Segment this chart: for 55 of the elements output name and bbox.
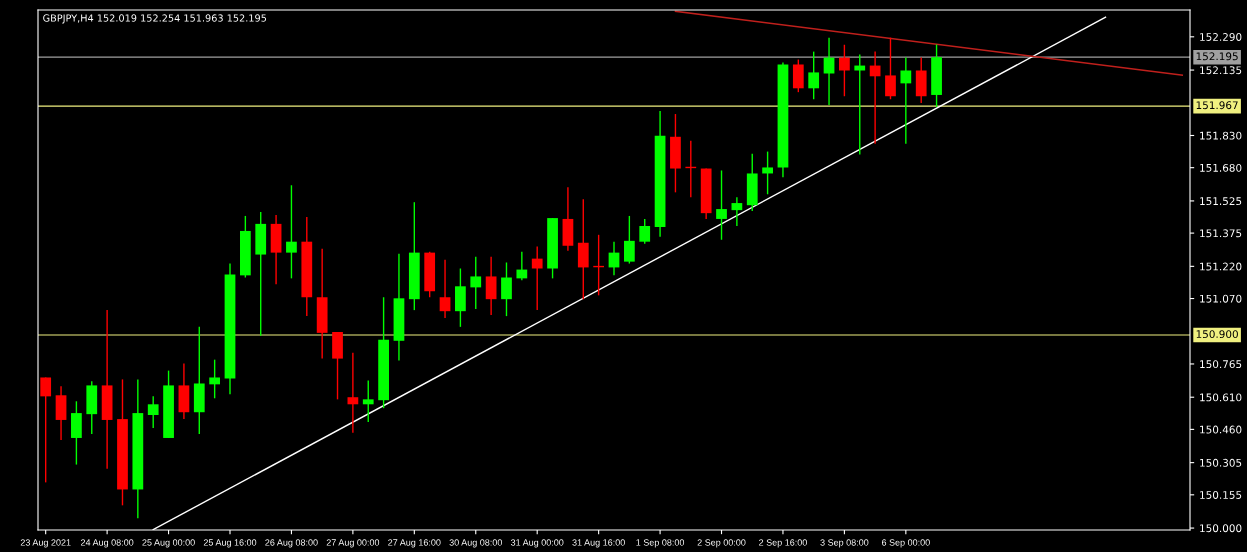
y-tick-label: 150.765 [1200, 360, 1242, 369]
x-tick-label: 23 Aug 2021 [20, 539, 71, 548]
ref-line-label: 150.900 [1196, 330, 1238, 339]
x-tick-label: 24 Aug 08:00 [80, 539, 134, 548]
candlestick [362, 379, 374, 423]
y-tick-label: 150.305 [1200, 458, 1242, 467]
x-tick-label: 25 Aug 00:00 [142, 539, 195, 548]
candlestick [147, 395, 159, 429]
ref-line-label: 151.967 [1196, 101, 1238, 110]
x-tick-label: 2 Sep 16:00 [759, 539, 807, 548]
candlestick [439, 259, 451, 319]
x-tick-label: 30 Aug 08:00 [449, 539, 503, 548]
x-tick-label: 25 Aug 16:00 [203, 539, 257, 548]
candlestick [470, 256, 482, 310]
candlestick [516, 251, 528, 281]
y-tick-label: 150.000 [1200, 524, 1242, 533]
y-tick-label: 152.290 [1200, 33, 1242, 41]
x-tick-label: 6 Sep 00:00 [881, 539, 930, 548]
x-tick-label: 1 Sep 08:00 [636, 539, 685, 548]
y-tick-label: 151.680 [1200, 163, 1242, 172]
y-tick-label: 150.155 [1200, 491, 1242, 499]
x-tick-label: 27 Aug 00:00 [326, 539, 380, 548]
candlestick [716, 169, 727, 241]
y-tick-label: 151.375 [1200, 229, 1242, 238]
x-tick-label: 26 Aug 08:00 [265, 539, 318, 548]
x-tick-label: 27 Aug 16:00 [388, 539, 441, 548]
y-tick-label: 151.525 [1200, 197, 1242, 206]
y-tick-label: 152.135 [1200, 66, 1242, 75]
candlestick [900, 56, 912, 145]
chart-title: GBPJPY,H4 152.019 152.254 151.963 152.195 [43, 14, 267, 24]
x-tick-label: 31 Aug 00:00 [510, 539, 564, 548]
y-tick-label: 151.070 [1200, 294, 1242, 303]
x-tick-label: 3 Sep 08:00 [820, 539, 869, 548]
candlestick [531, 245, 543, 311]
y-tick-label: 151.830 [1200, 131, 1242, 140]
candlestick [209, 358, 221, 399]
candlestick [347, 352, 359, 434]
candlestick [40, 376, 52, 484]
y-tick-label: 150.610 [1200, 393, 1242, 402]
candlestick [762, 150, 773, 195]
candlestick [623, 215, 635, 265]
y-tick-label: 150.460 [1200, 425, 1242, 434]
candlestick [792, 58, 804, 93]
ref-line-label: 152.195 [1196, 52, 1238, 61]
x-tick-label: 31 Aug 16:00 [572, 539, 625, 548]
candlestick [501, 261, 512, 317]
candlestick [485, 256, 497, 316]
y-tick-label: 151.220 [1200, 262, 1242, 271]
candlestick [731, 196, 743, 227]
candlestick [885, 36, 896, 100]
x-tick-label: 2 Sep 00:00 [697, 539, 746, 548]
candlestick [839, 44, 850, 97]
candlestick [286, 184, 297, 280]
candlestick [808, 50, 820, 100]
candlestick [639, 218, 651, 245]
